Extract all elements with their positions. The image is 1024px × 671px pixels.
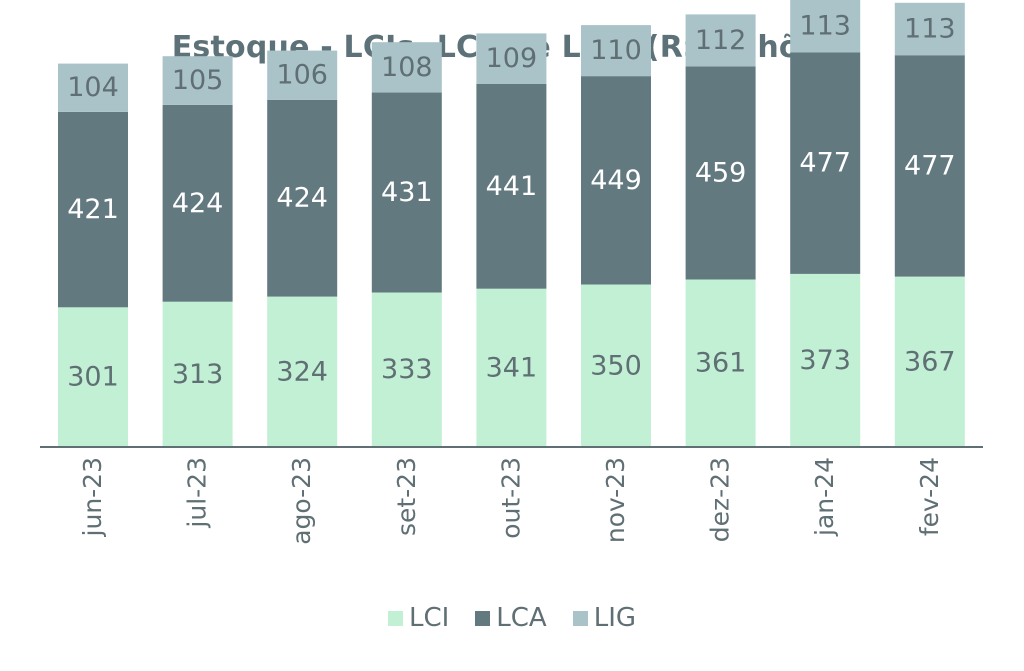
bar-lig-jun-23	[58, 63, 128, 112]
bar-lig-jul-23	[162, 56, 233, 105]
data-label-lci-out-23: 341	[486, 352, 538, 383]
bars-layer: 301 421 104 313 424 105 324 424 106 333 431 108 341 4…	[58, 0, 965, 447]
data-label-lig-ago-23: 106	[276, 60, 328, 91]
data-label-lig-nov-23: 110	[590, 35, 642, 66]
bar-lig-nov-23	[581, 25, 651, 77]
legend-item-lci: LCI	[387, 603, 450, 633]
bar-lca-jan-24	[790, 52, 861, 274]
data-label-lig-fev-24: 113	[904, 14, 956, 45]
bar-lig-set-23	[371, 42, 442, 93]
x-tick-label-jul-23: jul-23	[183, 457, 212, 529]
legend-label-lci: LCI	[408, 603, 450, 633]
legend-swatch-lig	[572, 610, 588, 626]
bar-lca-ago-23	[267, 99, 338, 297]
data-label-lig-out-23: 109	[486, 43, 538, 74]
data-label-lig-jan-24: 113	[799, 11, 851, 42]
bar-lci-ago-23	[267, 296, 338, 447]
legend-swatch-lci	[387, 610, 403, 626]
bar-lci-fev-24	[894, 276, 965, 447]
bar-lca-jun-23	[58, 111, 128, 308]
legend: LCI LCA LIG	[0, 603, 1024, 633]
data-label-lca-jun-23: 421	[67, 194, 119, 225]
data-label-lci-jan-24: 373	[799, 345, 851, 376]
data-label-lig-jun-23: 104	[67, 72, 119, 103]
data-label-lig-dez-23: 112	[695, 25, 747, 56]
data-label-lci-ago-23: 324	[276, 356, 328, 387]
data-label-lca-out-23: 441	[486, 171, 538, 202]
bar-lci-jan-24	[790, 273, 861, 447]
bar-lci-out-23	[476, 288, 547, 447]
x-tick-label-set-23: set-23	[392, 457, 421, 536]
legend-swatch-lca	[475, 610, 491, 626]
data-label-lci-jul-23: 313	[172, 359, 224, 390]
data-label-lig-set-23: 108	[381, 52, 433, 83]
bar-lig-fev-24	[894, 2, 965, 56]
legend-label-lca: LCA	[496, 603, 547, 633]
data-label-lca-nov-23: 449	[590, 165, 642, 196]
x-tick-label-fev-24: fev-24	[915, 457, 944, 536]
bar-lci-dez-23	[685, 279, 756, 447]
bar-lca-out-23	[476, 84, 547, 289]
chart-plot: 301 421 104 313 424 105 324 424 106 333 431 108 341 4…	[40, 0, 983, 545]
legend-label-lig: LIG	[593, 603, 637, 633]
data-label-lca-jul-23: 424	[172, 188, 224, 219]
bar-lca-nov-23	[581, 76, 651, 285]
bar-lig-ago-23	[267, 50, 338, 100]
data-label-lca-set-23: 431	[381, 177, 433, 208]
x-tick-label-nov-23: nov-23	[601, 457, 630, 543]
bar-lci-nov-23	[581, 284, 651, 447]
x-tick-label-jan-24: jan-24	[810, 457, 839, 537]
legend-item-lca: LCA	[475, 603, 547, 633]
bar-lci-jul-23	[162, 301, 233, 447]
data-label-lci-jun-23: 301	[67, 362, 119, 393]
x-tick-label-jun-23: jun-23	[78, 457, 107, 537]
bar-lig-dez-23	[685, 14, 756, 67]
x-tick-labels: jun-23 jul-23 ago-23 set-23 out-23 nov-23 dez-…	[78, 457, 944, 545]
x-tick-label-dez-23: dez-23	[706, 457, 735, 542]
data-label-lca-dez-23: 459	[695, 157, 747, 188]
data-label-lci-fev-24: 367	[904, 346, 956, 377]
bar-lig-jan-24	[790, 0, 861, 53]
data-label-lci-set-23: 333	[381, 354, 433, 385]
x-tick-label-out-23: out-23	[496, 457, 525, 539]
bar-lca-fev-24	[894, 55, 965, 277]
legend-item-lig: LIG	[572, 603, 637, 633]
x-tick-label-ago-23: ago-23	[287, 457, 316, 545]
bar-lca-set-23	[371, 92, 442, 293]
data-label-lca-fev-24: 477	[904, 150, 956, 181]
data-label-lca-jan-24: 477	[799, 148, 851, 179]
bar-lca-dez-23	[685, 66, 756, 280]
bar-lig-out-23	[476, 33, 547, 84]
bar-lca-jul-23	[162, 104, 233, 302]
data-label-lci-nov-23: 350	[590, 350, 642, 381]
bar-lci-jun-23	[58, 307, 128, 447]
data-label-lci-dez-23: 361	[695, 348, 747, 379]
data-label-lig-jul-23: 105	[172, 65, 224, 96]
bar-lci-set-23	[371, 292, 442, 447]
data-label-lca-ago-23: 424	[276, 183, 328, 214]
